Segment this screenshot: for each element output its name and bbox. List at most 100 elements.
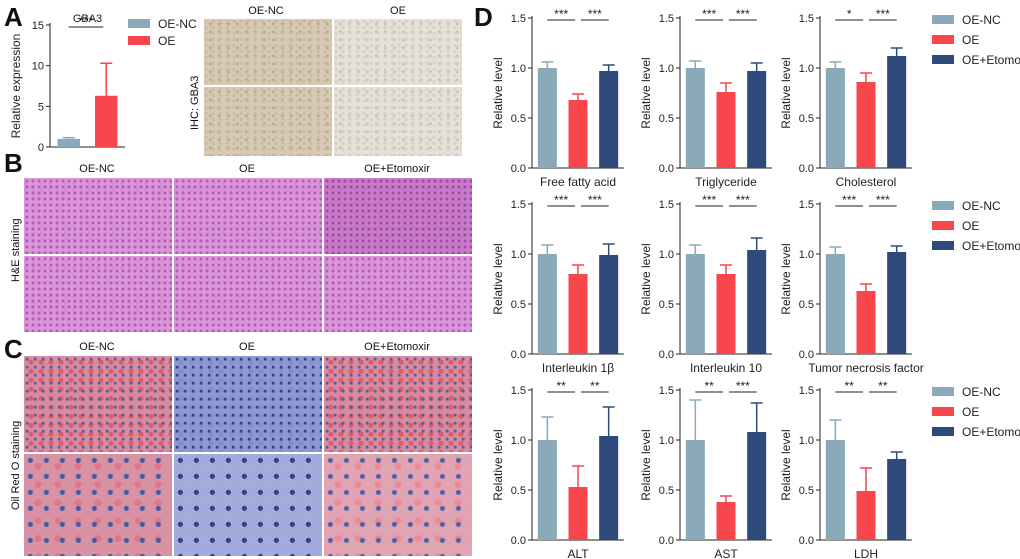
significance-label: ** — [704, 379, 714, 393]
he-side-label: H&E staining — [10, 218, 22, 282]
bar-oe — [856, 491, 876, 540]
legend-swatch-oe-etomoxir — [932, 55, 954, 64]
y-axis-label: Relative level — [639, 243, 653, 314]
bar-oe-etomoxir — [887, 459, 907, 540]
legend-swatch-oe — [932, 35, 954, 44]
bar-oe-etomoxir — [747, 250, 767, 354]
y-tick-label: 15 — [32, 20, 44, 32]
tumor-necrosis-factor-chart: 0.0 0.5 1.0 1.5 Relative level *** *** Tumor ne… — [779, 193, 1020, 375]
x-axis-label: LDH — [854, 547, 878, 559]
legend-swatch-oe — [932, 407, 954, 416]
oro-label-oe: OE — [239, 341, 255, 353]
y-tick-label: 0.5 — [511, 113, 526, 125]
interleukin-10-chart: 0.0 0.5 1.0 1.5 Relative level *** *** Interleu… — [639, 193, 772, 375]
y-tick-label: 5 — [38, 101, 44, 113]
oro-image-oe-etomoxir-high — [324, 454, 472, 556]
y-axis-label: Relative level — [779, 243, 793, 314]
he-label-oe-nc: OE-NC — [79, 163, 115, 175]
y-tick-label: 0 — [38, 142, 44, 154]
bar-oe-etomoxir — [599, 436, 619, 540]
legend-label-oe-etomoxir: OE+Etomoxir — [962, 239, 1020, 253]
bar-oe — [568, 274, 588, 354]
legend-label-oe-etomoxir: OE+Etomoxir — [962, 425, 1020, 439]
oro-image-oe-etomoxir-low — [324, 356, 472, 452]
he-image-oe-low — [174, 178, 322, 254]
he-image-oe-etomoxir-high — [324, 256, 472, 332]
significance-label: ** — [556, 379, 566, 393]
legend-swatch-oe — [128, 36, 150, 45]
ihc-label-oe-nc: OE-NC — [248, 5, 284, 17]
legend-label-oe-etomoxir: OE+Etomoxir — [962, 53, 1020, 67]
bar-oe-nc — [537, 68, 557, 168]
y-tick-label: 1.5 — [511, 199, 526, 211]
significance-label: *** — [876, 193, 890, 207]
oro-image-oe-high — [174, 454, 322, 556]
legend-swatch-oe-nc — [932, 15, 954, 24]
bar-oe-nc — [685, 440, 705, 540]
bar-oe — [95, 95, 118, 147]
y-tick-label: 0.5 — [659, 485, 674, 497]
significance-label: *** — [79, 14, 93, 28]
chart-title: GBA3 — [73, 13, 102, 25]
bar-oe-etomoxir — [747, 432, 767, 540]
y-tick-label: 0.0 — [799, 349, 814, 361]
legend-label-oe: OE — [962, 33, 979, 47]
legend-label-oe-nc: OE-NC — [962, 385, 1001, 399]
ihc-label-oe: OE — [390, 5, 406, 17]
legend-swatch-oe-nc — [932, 387, 954, 396]
x-axis-label: Free fatty acid — [540, 175, 616, 189]
significance-label: *** — [842, 193, 856, 207]
legend-swatch-oe-etomoxir — [932, 427, 954, 436]
y-tick-label: 0.0 — [659, 163, 674, 175]
bar-oe-nc — [537, 440, 557, 540]
y-axis-label: Relative level — [491, 429, 505, 500]
significance-label: *** — [736, 7, 750, 21]
legend-label-oe-nc: OE-NC — [158, 17, 197, 31]
x-axis-label: Tumor necrosis factor — [808, 361, 924, 375]
y-tick-label: 0.0 — [799, 535, 814, 547]
bar-oe — [716, 274, 736, 354]
oro-image-oe-nc-high — [24, 454, 172, 556]
y-axis-label: Relative level — [779, 57, 793, 128]
bar-oe-nc — [685, 254, 705, 354]
legend-label-oe-nc: OE-NC — [962, 199, 1001, 213]
bar-oe — [568, 100, 588, 168]
bar-oe — [716, 92, 736, 168]
bar-oe-etomoxir — [599, 255, 619, 354]
y-tick-label: 1.0 — [799, 435, 814, 447]
legend-swatch-oe-nc — [128, 19, 150, 28]
y-tick-label: 0.0 — [511, 535, 526, 547]
y-tick-label: 10 — [32, 61, 44, 73]
ldh-chart: 0.0 0.5 1.0 1.5 Relative level ** ** LDH OE-NC OE… — [779, 379, 1020, 559]
free-fatty-acid-chart: 0.0 0.5 1.0 1.5 Relative level *** *** Free fat… — [491, 7, 624, 189]
legend-swatch-oe-etomoxir — [932, 241, 954, 250]
y-tick-label: 0.5 — [799, 113, 814, 125]
y-tick-label: 0.0 — [659, 349, 674, 361]
y-tick-label: 1.0 — [511, 63, 526, 75]
y-tick-label: 0.5 — [799, 485, 814, 497]
bar-oe — [568, 487, 588, 540]
y-tick-label: 1.0 — [659, 249, 674, 261]
bar-oe-nc — [685, 68, 705, 168]
y-tick-label: 1.5 — [799, 385, 814, 397]
ihc-image-oe-low — [334, 19, 462, 85]
bar-oe-nc — [825, 68, 845, 168]
he-label-oe: OE — [239, 163, 255, 175]
significance-label: *** — [702, 7, 716, 21]
y-axis-label: Relative level — [491, 243, 505, 314]
bar-oe-nc — [825, 254, 845, 354]
y-tick-label: 1.5 — [799, 199, 814, 211]
y-tick-label: 1.5 — [511, 385, 526, 397]
y-tick-label: 0.5 — [511, 299, 526, 311]
triglyceride-chart: 0.0 0.5 1.0 1.5 Relative level *** *** Triglyce… — [639, 7, 772, 189]
ihc-image-oe-high — [334, 87, 462, 156]
y-tick-label: 0.5 — [659, 299, 674, 311]
bar-oe — [856, 82, 876, 168]
panel-letter-a: A — [4, 2, 23, 32]
significance-label: ** — [844, 379, 854, 393]
bar-oe-etomoxir — [887, 56, 907, 168]
significance-label: * — [847, 7, 852, 21]
y-tick-label: 1.0 — [511, 249, 526, 261]
bar-oe-nc — [825, 440, 845, 540]
